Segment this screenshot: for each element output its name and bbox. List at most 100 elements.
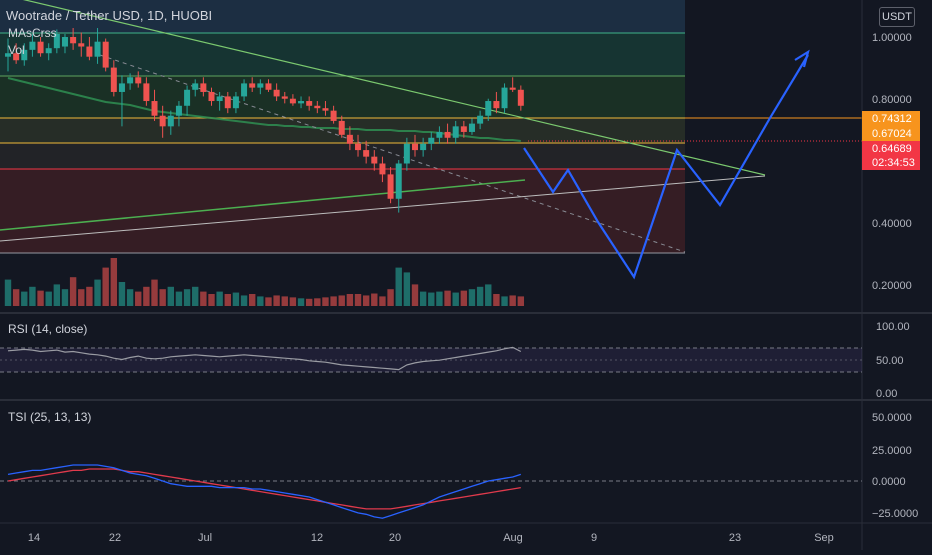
- volume-bar: [387, 289, 394, 306]
- candle-body: [241, 83, 248, 97]
- ascending-grey-line: [0, 175, 766, 242]
- rsi-label: RSI (14, close): [8, 322, 88, 336]
- ascending-support-line: [0, 179, 526, 231]
- currency-button[interactable]: USDT: [879, 7, 915, 27]
- time-axis-label: Sep: [814, 532, 834, 544]
- tsi-label: TSI (25, 13, 13): [8, 410, 92, 424]
- candle-body: [493, 101, 500, 109]
- volume-bar: [305, 298, 313, 306]
- volume-bar: [151, 279, 158, 306]
- volume-bar: [297, 298, 305, 306]
- volume-bar: [509, 295, 516, 306]
- volume-bar: [86, 286, 93, 306]
- volume-bar: [216, 291, 223, 306]
- candle-body: [249, 83, 256, 88]
- candle-body: [363, 150, 370, 157]
- volume-bar: [395, 267, 402, 306]
- candle-body: [477, 115, 484, 124]
- price-badge: [862, 155, 920, 170]
- candle-body: [37, 41, 44, 54]
- volume-bar: [379, 296, 386, 306]
- volume-bar: [452, 292, 459, 306]
- volume-bar: [94, 279, 101, 306]
- candle-body: [257, 83, 264, 88]
- volume-bar: [167, 286, 174, 306]
- price-badge-text: 0.64689: [872, 143, 912, 155]
- forecast-path: [523, 54, 809, 280]
- volume-bar: [175, 291, 183, 306]
- volume-bar: [4, 279, 12, 306]
- price-badge-text: 0.67024: [872, 128, 912, 140]
- candle-body: [102, 41, 109, 68]
- indicator-label-vol: Vol: [8, 43, 25, 57]
- tsi-tick-label: 50.0000: [872, 412, 912, 424]
- candle-body: [175, 105, 182, 116]
- volume-bar: [468, 289, 476, 306]
- tsi-line: [7, 464, 521, 519]
- candle-body: [265, 83, 272, 90]
- candle-body: [208, 91, 215, 102]
- volume-bar: [362, 295, 370, 306]
- volume-bar: [183, 289, 191, 306]
- candle-body: [412, 143, 418, 151]
- candle-body: [501, 87, 508, 109]
- candle-body: [5, 53, 11, 57]
- rsi-tick-label: 50.00: [876, 355, 904, 367]
- tsi-tick-label: 25.0000: [872, 445, 912, 457]
- indicator-label-macrss: MAsCrss: [8, 26, 57, 40]
- candle-body: [468, 123, 475, 132]
- tsi-tick-label: −25.0000: [872, 508, 918, 520]
- price-tick-label: 0.40000: [872, 218, 912, 230]
- volume-bar: [265, 297, 272, 306]
- candle-body: [21, 49, 28, 61]
- volume-bar: [232, 292, 240, 306]
- time-axis-label: 22: [109, 532, 121, 544]
- price-tick-label: 0.20000: [872, 280, 912, 292]
- candle-body: [45, 48, 52, 54]
- volume-bar: [102, 267, 109, 306]
- time-axis-label: 20: [389, 532, 401, 544]
- volume-bar: [371, 293, 378, 306]
- volume-bar: [69, 277, 77, 306]
- candle-body: [436, 131, 443, 138]
- volume-bar: [240, 295, 248, 306]
- volume-bar: [436, 291, 443, 306]
- volume-bar: [281, 296, 288, 306]
- volume-bar: [346, 294, 354, 306]
- candle-body: [428, 137, 435, 144]
- candle-body: [509, 87, 516, 90]
- volume-bar: [330, 296, 337, 306]
- volume-bar: [224, 294, 231, 306]
- candle-body: [403, 143, 410, 164]
- candle-body: [78, 43, 85, 47]
- volume-bar: [200, 291, 207, 306]
- volume-bar: [501, 296, 508, 306]
- candle-body: [379, 163, 386, 175]
- volume-bar: [61, 289, 69, 306]
- price-tick-label: 1.00000: [872, 32, 912, 44]
- candle-body: [13, 53, 20, 61]
- volume-bar: [249, 294, 256, 306]
- volume-bar: [192, 286, 199, 306]
- volume-bar: [428, 292, 435, 306]
- volume-bar: [143, 286, 150, 306]
- candle-body: [118, 83, 125, 92]
- volume-bar: [53, 284, 61, 306]
- candle-body: [298, 101, 305, 104]
- candle-body: [395, 163, 402, 199]
- candle-body: [224, 96, 231, 109]
- volume-bar: [135, 291, 142, 306]
- candle-body: [232, 96, 239, 109]
- chart-title: Wootrade / Tether USD, 1D, HUOBI: [6, 8, 213, 23]
- candle-body: [143, 83, 150, 102]
- descending-trendline: [22, 0, 766, 176]
- candle-body: [485, 101, 492, 116]
- volume-bar: [493, 294, 500, 306]
- volume-bar: [322, 297, 329, 306]
- candle-body: [70, 37, 77, 44]
- volume-bar: [29, 286, 36, 306]
- candle-body: [61, 37, 68, 47]
- volume-bar: [118, 282, 126, 306]
